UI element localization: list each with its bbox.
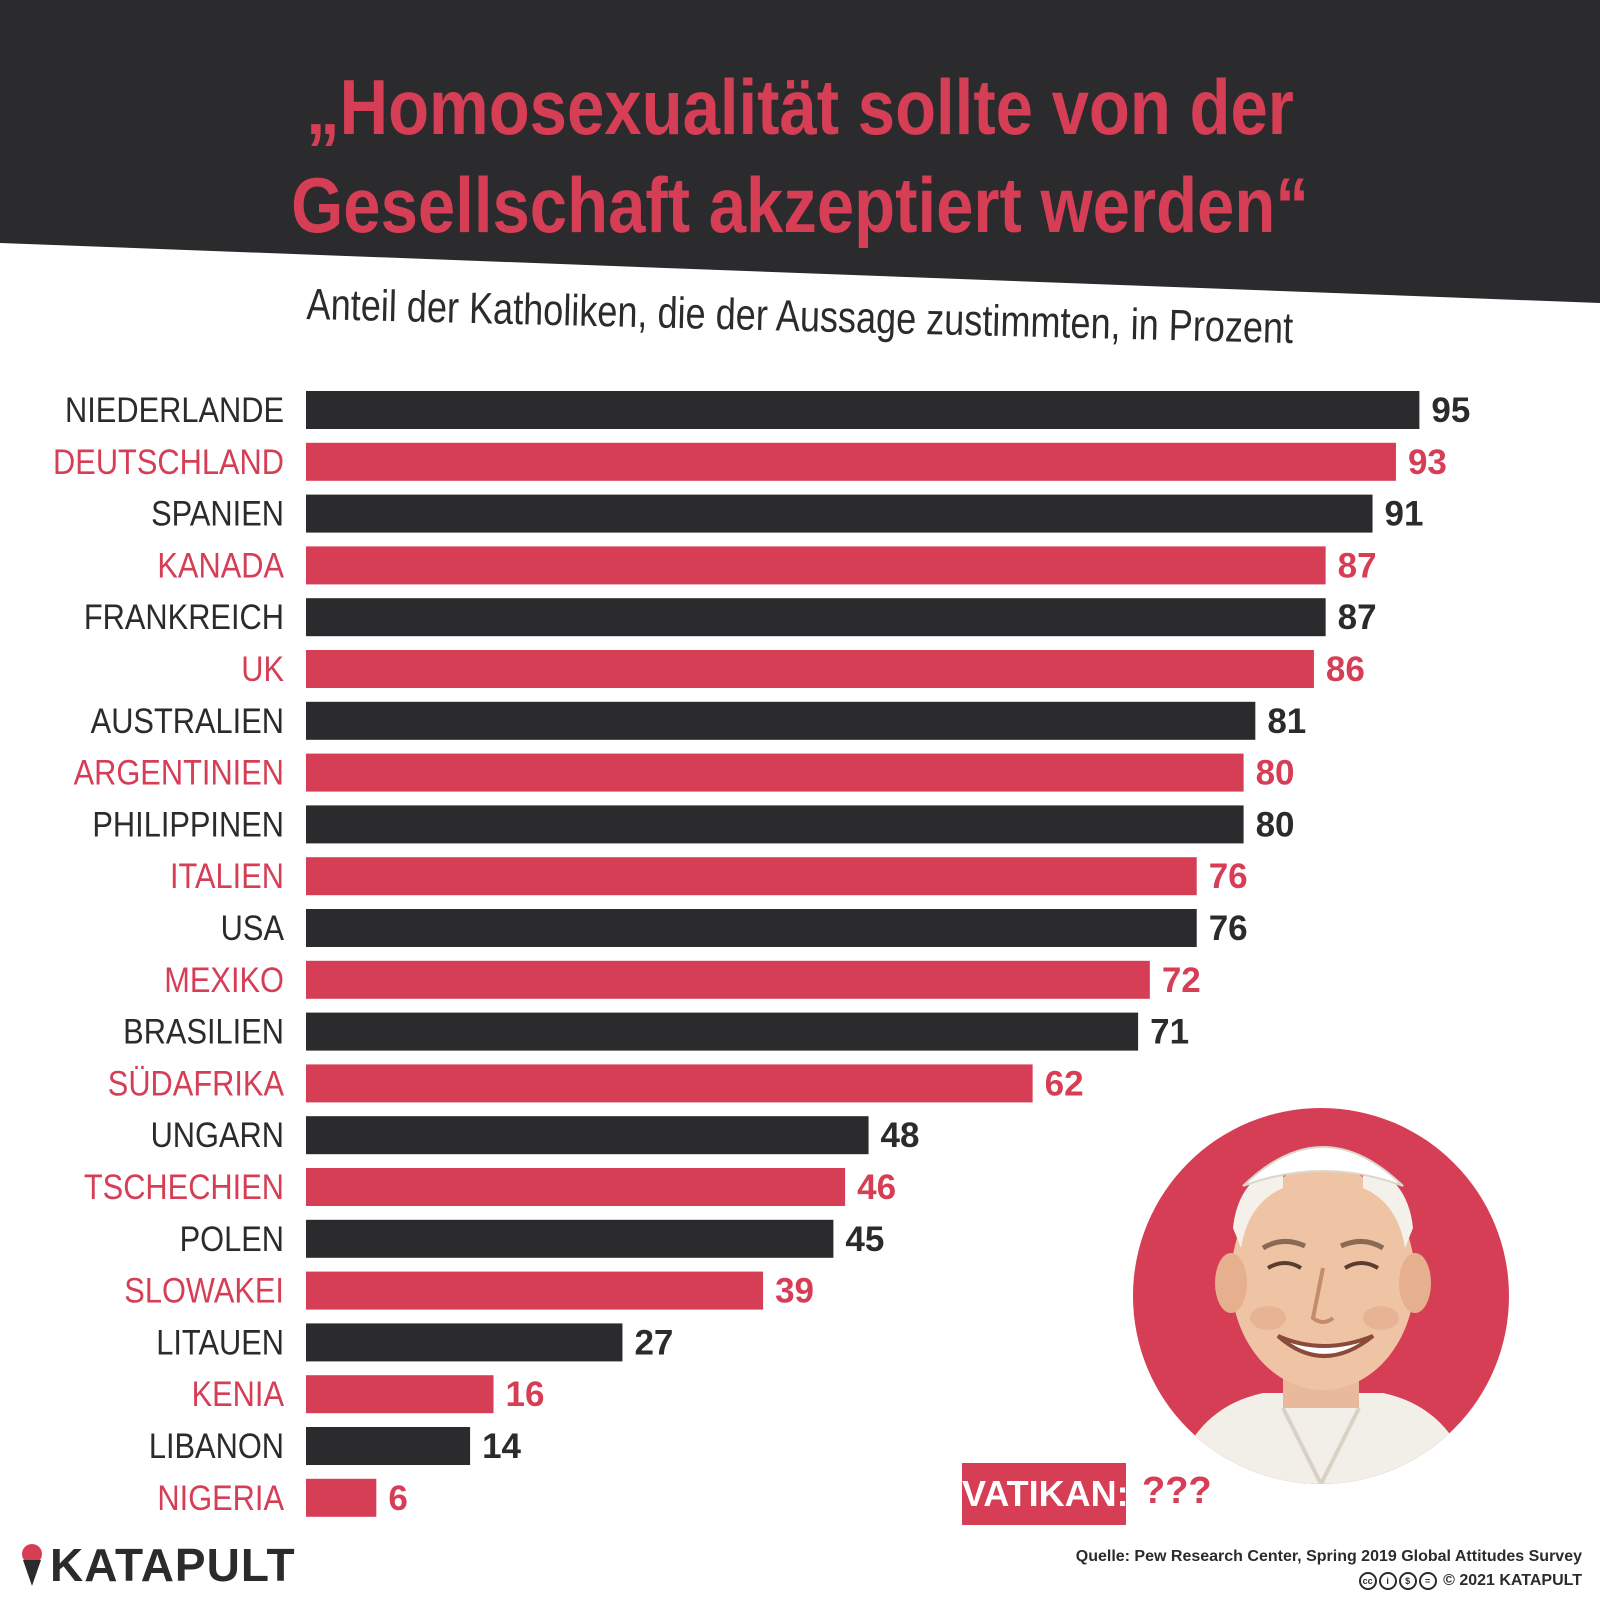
vatikan-label: VATIKAN: bbox=[962, 1463, 1129, 1525]
value-label: 86 bbox=[1326, 650, 1365, 689]
bar-slowakei bbox=[306, 1271, 764, 1310]
bar-brasilien bbox=[306, 1012, 1139, 1051]
bar-argentinien bbox=[306, 753, 1244, 792]
value-label: 91 bbox=[1385, 495, 1424, 534]
category-label: SLOWAKEI bbox=[124, 1271, 284, 1310]
bar-usa bbox=[306, 909, 1197, 947]
nd-icon: = bbox=[1418, 1572, 1437, 1590]
category-label: NIEDERLANDE bbox=[65, 390, 284, 429]
category-label: AUSTRALIEN bbox=[91, 701, 284, 740]
category-label: USA bbox=[221, 908, 284, 947]
category-label: POLEN bbox=[180, 1219, 284, 1258]
chart-title-line-1: „Homosexualität sollte von der bbox=[306, 63, 1294, 151]
bar-uk bbox=[306, 650, 1314, 688]
bar-mexiko bbox=[306, 960, 1150, 999]
ice-cream-cone-icon bbox=[22, 1544, 42, 1586]
category-label: ITALIEN bbox=[170, 856, 284, 895]
bar-litauen bbox=[306, 1323, 623, 1362]
bar-spanien bbox=[306, 494, 1373, 533]
value-label: 71 bbox=[1150, 1013, 1189, 1052]
category-label: SÜDAFRIKA bbox=[108, 1064, 284, 1103]
logo-text: KATAPULT bbox=[50, 1539, 296, 1591]
vatikan-value: ??? bbox=[1142, 1470, 1212, 1512]
bar-frankreich bbox=[306, 598, 1326, 637]
category-label: UNGARN bbox=[151, 1115, 284, 1154]
value-label: 87 bbox=[1338, 598, 1377, 637]
category-label: DEUTSCHLAND bbox=[53, 442, 284, 481]
value-label: 16 bbox=[506, 1375, 545, 1414]
category-label: LIBANON bbox=[149, 1426, 284, 1465]
bar-deutschland bbox=[306, 442, 1396, 481]
value-label: 95 bbox=[1431, 391, 1470, 430]
bar-ungarn bbox=[306, 1116, 869, 1155]
category-label: ARGENTINIEN bbox=[74, 753, 284, 792]
value-label: 6 bbox=[388, 1479, 407, 1518]
category-label: KANADA bbox=[157, 546, 284, 585]
value-label: 80 bbox=[1256, 805, 1295, 844]
bar-polen bbox=[306, 1219, 834, 1258]
value-label: 46 bbox=[857, 1168, 896, 1207]
bar-tschechien bbox=[306, 1168, 846, 1206]
category-label: TSCHECHIEN bbox=[84, 1167, 284, 1206]
pope-illustration bbox=[1173, 1146, 1473, 1484]
category-label: MEXIKO bbox=[164, 960, 284, 999]
bar-niederlande bbox=[306, 391, 1420, 429]
copyright-row: cc i $ = © 2021 KATAPULT bbox=[1358, 1572, 1582, 1590]
nc-icon: $ bbox=[1398, 1572, 1417, 1590]
value-label: 87 bbox=[1338, 546, 1377, 585]
bar-libanon bbox=[306, 1427, 471, 1465]
category-label: SPANIEN bbox=[151, 494, 284, 533]
value-label: 45 bbox=[845, 1220, 884, 1259]
bar-chart: NIEDERLANDE 95 DEUTSCHLAND 93 SPANIEN 91 KANAD… bbox=[53, 390, 1470, 1518]
source-note: Quelle: Pew Research Center, Spring 2019… bbox=[1075, 1548, 1582, 1565]
by-icon: i bbox=[1378, 1572, 1397, 1590]
value-label: 72 bbox=[1162, 961, 1201, 1000]
category-label: PHILIPPINEN bbox=[92, 805, 284, 844]
category-label: KENIA bbox=[192, 1374, 284, 1413]
value-label: 76 bbox=[1209, 857, 1248, 896]
bar-kenia bbox=[306, 1375, 494, 1414]
category-label: LITAUEN bbox=[156, 1323, 284, 1362]
pope-portrait bbox=[1133, 1108, 1509, 1484]
copyright-symbol: © bbox=[1443, 1572, 1455, 1590]
bar-nigeria bbox=[306, 1478, 377, 1517]
category-label: FRANKREICH bbox=[84, 597, 284, 636]
bar-italien bbox=[306, 857, 1197, 896]
value-label: 76 bbox=[1209, 909, 1248, 948]
value-label: 14 bbox=[482, 1427, 521, 1466]
category-label: BRASILIEN bbox=[123, 1012, 284, 1051]
category-label: NIGERIA bbox=[157, 1478, 284, 1517]
value-label: 93 bbox=[1408, 443, 1447, 482]
value-label: 62 bbox=[1045, 1064, 1084, 1103]
category-label: UK bbox=[241, 649, 284, 688]
bar-südafrika bbox=[306, 1064, 1033, 1103]
bar-australien bbox=[306, 701, 1256, 740]
value-label: 80 bbox=[1256, 754, 1295, 793]
value-label: 39 bbox=[775, 1272, 814, 1311]
value-label: 48 bbox=[881, 1116, 920, 1155]
bar-philippinen bbox=[306, 805, 1244, 844]
copyright-text: 2021 KATAPULT bbox=[1459, 1572, 1582, 1590]
header-band bbox=[0, 0, 1600, 303]
value-label: 81 bbox=[1267, 702, 1306, 741]
chart-title-line-2: Gesellschaft akzeptiert werden“ bbox=[291, 161, 1309, 249]
cc-icon: cc bbox=[1358, 1572, 1377, 1590]
value-label: 27 bbox=[634, 1323, 673, 1362]
bar-kanada bbox=[306, 546, 1326, 585]
